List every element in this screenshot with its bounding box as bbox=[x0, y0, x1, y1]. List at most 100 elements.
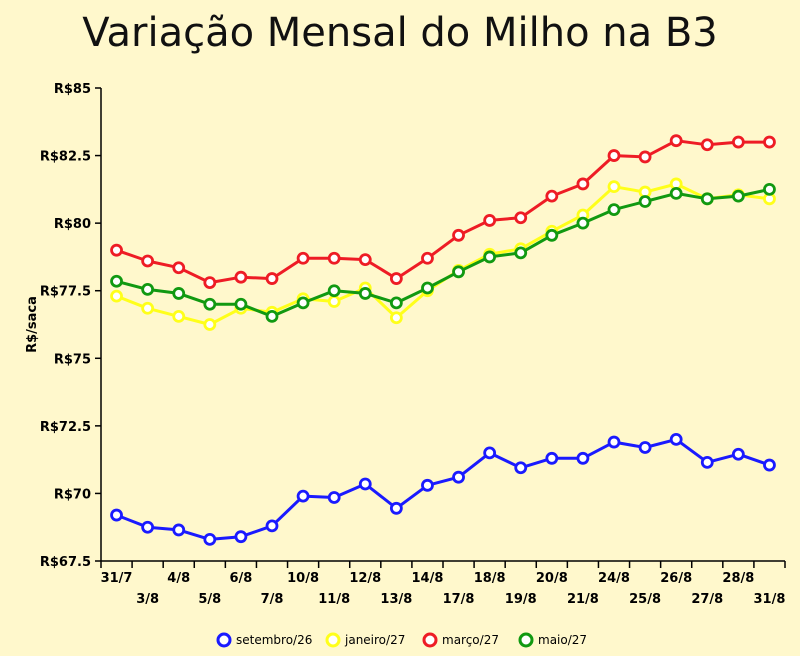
x-tick-label: 14/8 bbox=[412, 571, 444, 586]
legend-marker bbox=[325, 632, 341, 648]
data-point bbox=[483, 446, 497, 460]
legend-label: março/27 bbox=[442, 633, 499, 647]
data-point bbox=[731, 447, 745, 461]
x-tick-label: 21/8 bbox=[567, 592, 599, 607]
data-point bbox=[452, 265, 465, 279]
data-point bbox=[358, 253, 372, 267]
y-tick-label: R$85 bbox=[54, 82, 91, 97]
data-point bbox=[141, 301, 155, 315]
series-2 bbox=[110, 134, 776, 290]
data-point bbox=[389, 272, 403, 285]
data-point bbox=[141, 254, 155, 268]
data-point bbox=[389, 296, 403, 310]
x-tick-label: 20/8 bbox=[536, 571, 568, 586]
data-point bbox=[358, 287, 372, 300]
data-point bbox=[172, 261, 186, 275]
data-point bbox=[358, 477, 372, 491]
data-point bbox=[483, 250, 497, 264]
data-point bbox=[763, 458, 776, 472]
x-tick-label: 26/8 bbox=[660, 571, 692, 586]
x-tick-label: 4/8 bbox=[167, 571, 190, 586]
data-point bbox=[700, 138, 714, 152]
x-tick-label: 13/8 bbox=[380, 592, 412, 607]
data-point bbox=[669, 187, 683, 200]
data-point bbox=[763, 182, 776, 196]
y-tick-label: R$82.5 bbox=[40, 150, 91, 165]
data-point bbox=[265, 272, 279, 285]
legend-label: janeiro/27 bbox=[344, 633, 405, 647]
data-point bbox=[389, 311, 403, 325]
data-point bbox=[607, 203, 621, 217]
data-point bbox=[576, 216, 590, 230]
axes: R$67.5 R$70 R$72.5 R$75 R$77.5 R$80 R$82.5 R$85… bbox=[25, 82, 786, 607]
data-point bbox=[327, 491, 341, 504]
data-point bbox=[607, 435, 621, 449]
y-tick-label: R$72.5 bbox=[40, 420, 91, 435]
x-tick-label: 7/8 bbox=[261, 592, 284, 607]
data-point bbox=[700, 192, 714, 206]
data-point bbox=[296, 296, 310, 310]
series-layer bbox=[110, 134, 776, 546]
data-point bbox=[110, 508, 123, 522]
data-point bbox=[203, 532, 217, 546]
data-point bbox=[327, 284, 341, 298]
data-point bbox=[576, 451, 590, 465]
legend-marker bbox=[518, 632, 534, 648]
x-tick-label: 11/8 bbox=[318, 592, 350, 607]
x-tick-label: 18/8 bbox=[474, 571, 506, 586]
legend: setembro/26 janeiro/27 março/27 maio/27 bbox=[216, 632, 587, 648]
data-point bbox=[421, 281, 434, 295]
data-point bbox=[203, 297, 217, 311]
data-point bbox=[514, 211, 528, 225]
data-point bbox=[265, 519, 279, 533]
x-tick-label: 27/8 bbox=[691, 592, 723, 607]
data-point bbox=[327, 251, 341, 265]
data-point bbox=[700, 455, 714, 469]
series-line bbox=[115, 437, 770, 541]
data-point bbox=[669, 432, 683, 446]
data-point bbox=[514, 246, 528, 260]
series-line bbox=[116, 187, 770, 318]
legend-marker bbox=[216, 632, 232, 648]
series-0 bbox=[110, 432, 776, 546]
data-point bbox=[141, 520, 155, 534]
data-point bbox=[731, 135, 745, 149]
legend-marker bbox=[422, 632, 438, 648]
series-line bbox=[116, 139, 770, 285]
legend-label: maio/27 bbox=[538, 633, 587, 647]
data-point bbox=[234, 270, 248, 284]
data-point bbox=[545, 451, 559, 465]
data-point bbox=[669, 134, 683, 148]
x-tick-label: 31/7 bbox=[101, 571, 133, 586]
data-point bbox=[172, 523, 186, 537]
data-point bbox=[389, 501, 403, 515]
y-axis-title: R$/saca bbox=[25, 296, 40, 353]
y-tick-label: R$80 bbox=[54, 217, 91, 232]
x-tick-label: 17/8 bbox=[443, 592, 475, 607]
legend-label: setembro/26 bbox=[236, 633, 312, 647]
data-point bbox=[731, 189, 745, 203]
data-point bbox=[234, 530, 248, 544]
data-point bbox=[607, 180, 621, 194]
data-point bbox=[234, 297, 248, 311]
data-point bbox=[172, 309, 186, 323]
x-tick-label: 24/8 bbox=[598, 571, 630, 586]
y-tick-label: R$77.5 bbox=[40, 285, 91, 300]
chart-title: Variação Mensal do Milho na B3 bbox=[82, 10, 718, 56]
data-point bbox=[172, 287, 186, 300]
data-point bbox=[421, 478, 434, 492]
series-3 bbox=[110, 182, 776, 323]
data-point bbox=[327, 295, 341, 308]
data-point bbox=[141, 282, 155, 296]
x-tick-label: 19/8 bbox=[505, 592, 537, 607]
data-point bbox=[110, 289, 123, 303]
y-tick-label: R$67.5 bbox=[40, 555, 91, 570]
data-point bbox=[110, 243, 123, 257]
data-point bbox=[638, 195, 652, 208]
y-tick-label: R$70 bbox=[54, 487, 91, 502]
data-point bbox=[483, 214, 497, 227]
data-point bbox=[576, 177, 590, 191]
data-point bbox=[110, 274, 123, 288]
